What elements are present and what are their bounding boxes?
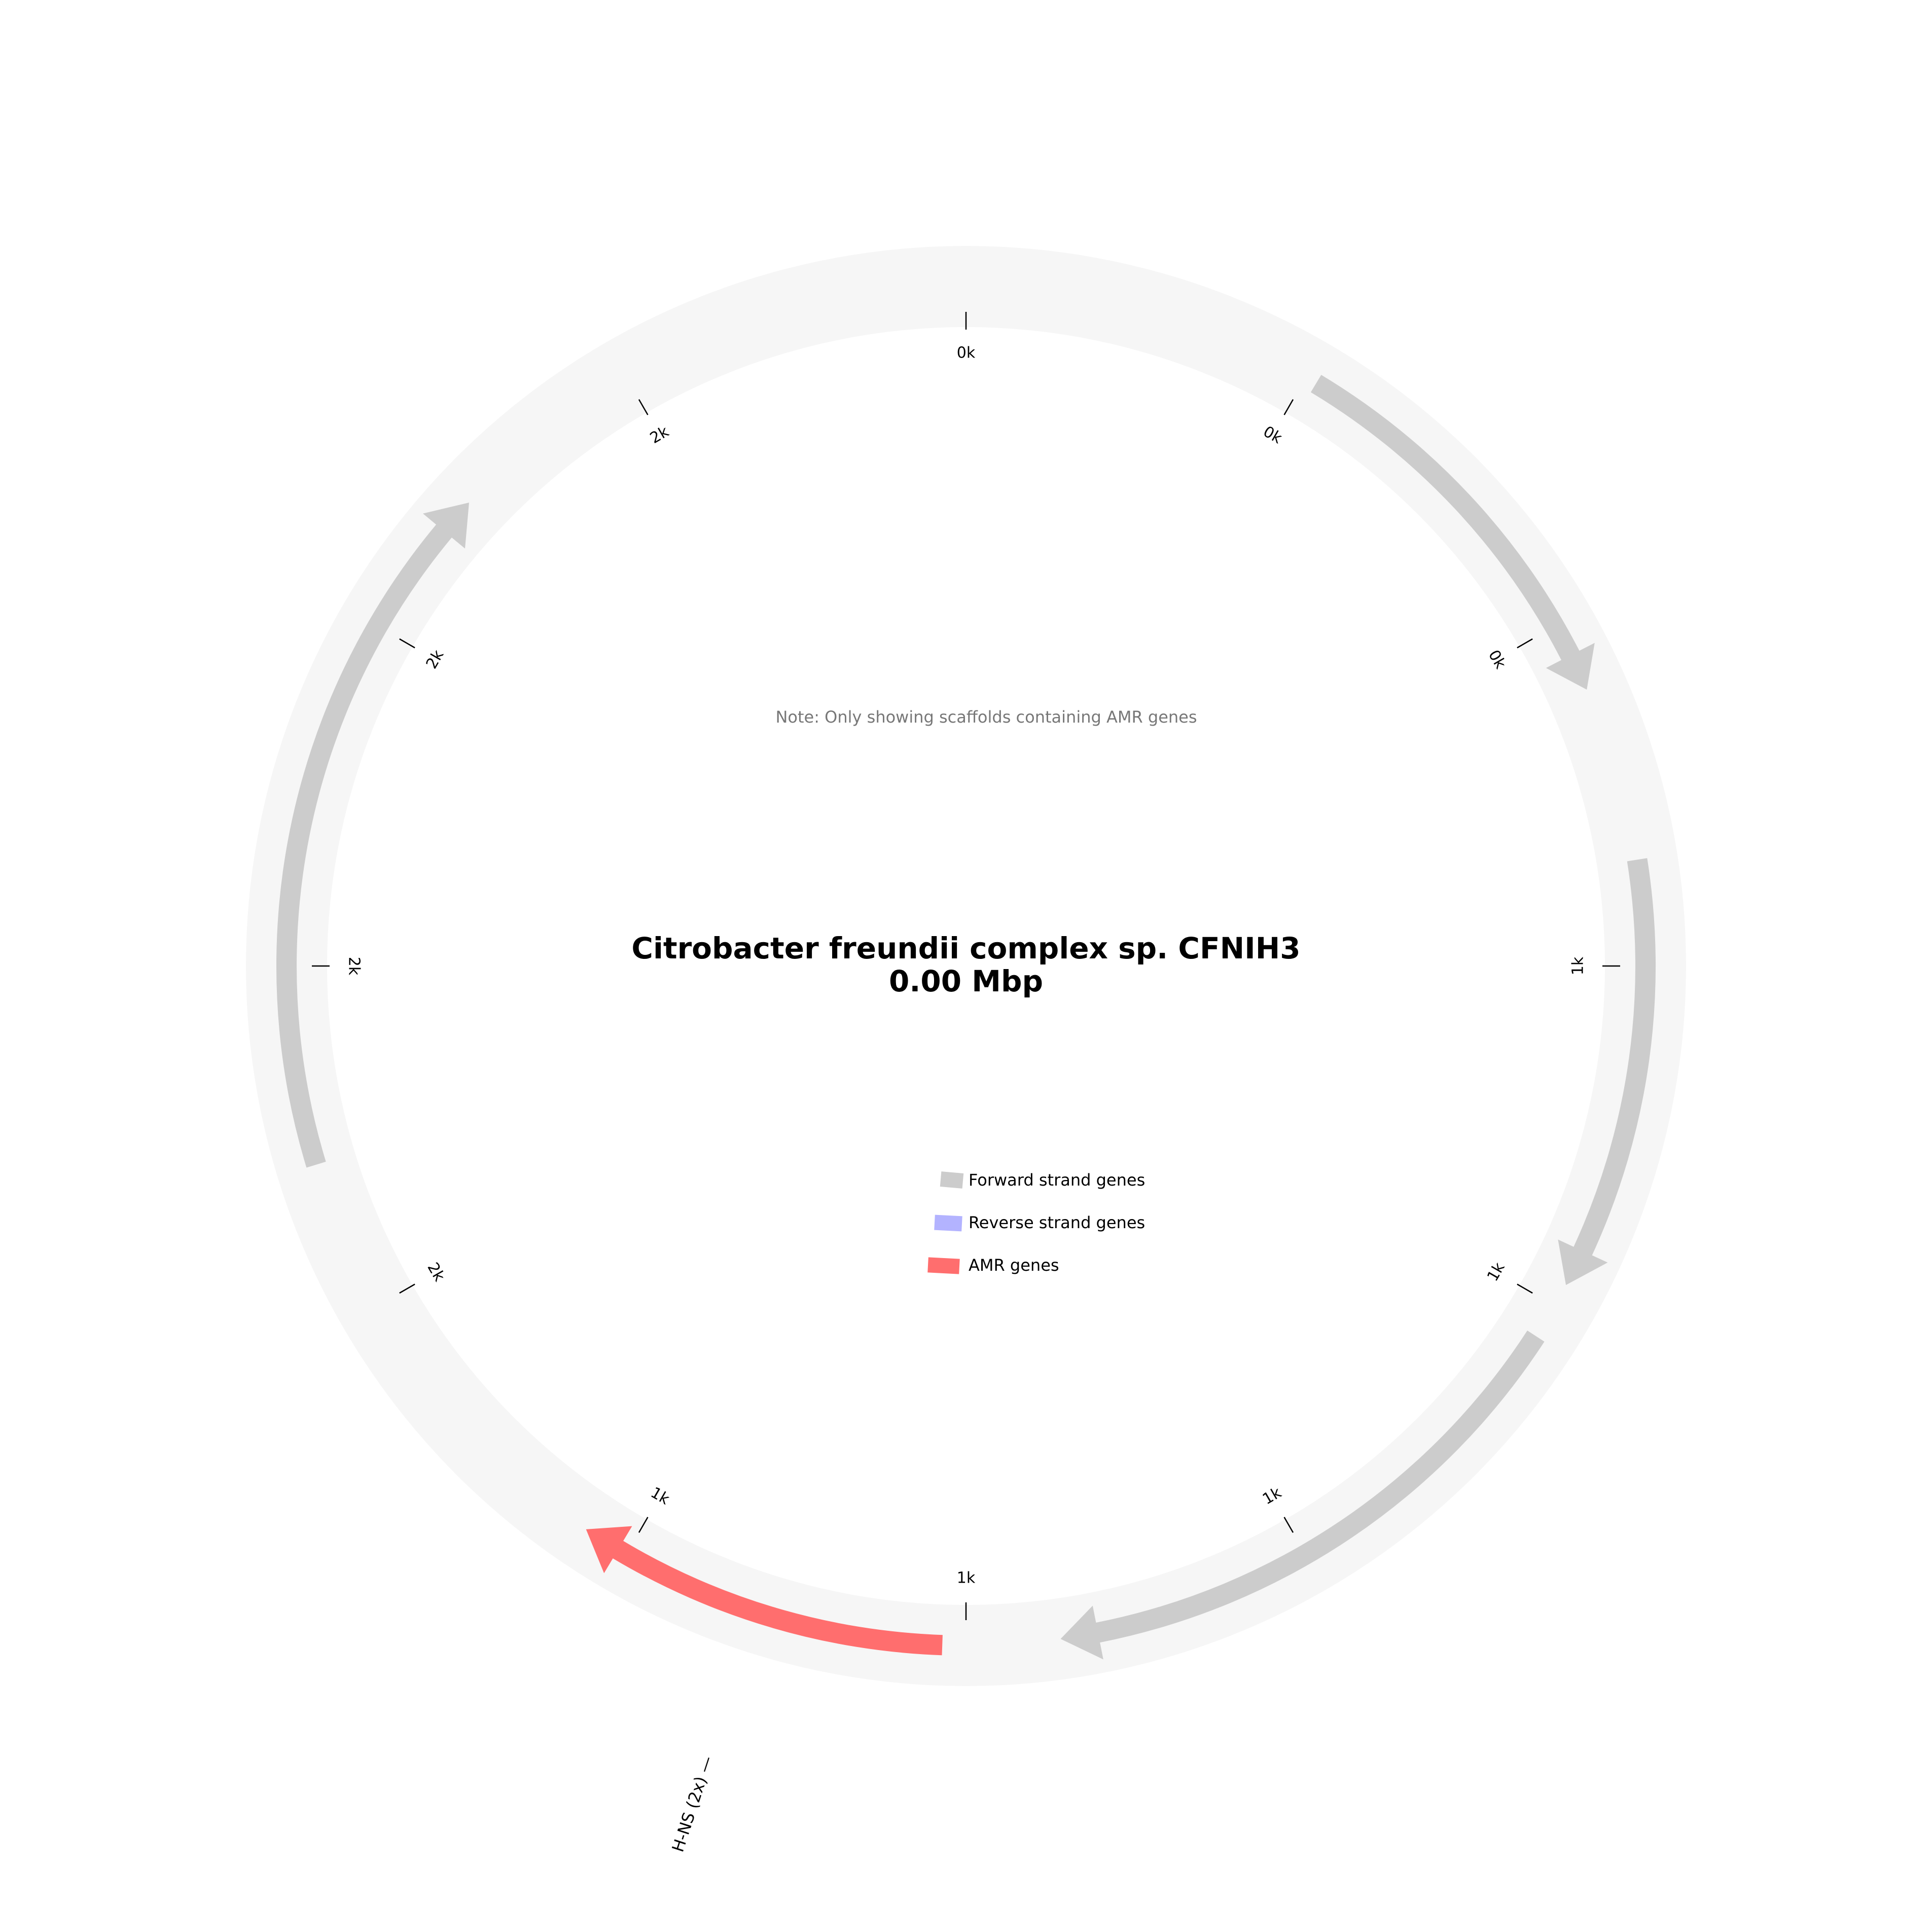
tick-mark [1283, 399, 1294, 415]
tick-label: 1k [1260, 1484, 1285, 1509]
tick-label: 2k [345, 957, 363, 976]
legend-swatch-forward [940, 1171, 964, 1189]
legend-item-reverse: Reverse strand genes [934, 1213, 1145, 1232]
forward-gene-arc-2 [1060, 1330, 1545, 1660]
tick-label: 2k [647, 422, 672, 447]
gene-labels: H-NS (2x) — [668, 1754, 718, 1854]
note-text: Note: Only showing scaffolds containing … [775, 707, 1197, 727]
tick-label: 1k [648, 1484, 673, 1509]
tick-label: 0k [1485, 647, 1510, 672]
legend-label-amr: AMR genes [969, 1256, 1059, 1275]
legend-item-forward: Forward strand genes [940, 1170, 1145, 1190]
legend-swatch-reverse [934, 1214, 962, 1232]
legend-label-forward: Forward strand genes [969, 1170, 1145, 1190]
tick-mark [399, 1283, 415, 1294]
forward-gene-arc-0 [1310, 375, 1595, 690]
legend-item-amr: AMR genes [927, 1256, 1059, 1275]
tick-label: 2k [423, 1260, 448, 1285]
tick-mark [638, 1517, 649, 1533]
tick-label: 0k [1260, 423, 1285, 448]
tick-label: 1k [957, 1569, 976, 1587]
tick-mark [1283, 1517, 1294, 1533]
tick-label: 2k [423, 647, 448, 672]
amr-gene-label: H-NS (2x) — [668, 1754, 718, 1854]
forward-gene-arc-1 [1558, 858, 1656, 1285]
genome-size: 0.00 Mbp [889, 964, 1043, 998]
tick-mark [638, 399, 649, 415]
tick-mark [1517, 638, 1533, 649]
gene-track [276, 375, 1656, 1660]
tick-label: 0k [957, 344, 976, 362]
amr-gene-arc-3 [586, 1526, 943, 1656]
legend: Forward strand genes Reverse strand gene… [927, 1170, 1145, 1275]
tick-label: 1k [1484, 1259, 1509, 1284]
organism-title: Citrobacter freundii complex sp. CFNIH3 [631, 931, 1300, 965]
tick-mark [399, 638, 415, 649]
legend-swatch-amr [927, 1257, 960, 1274]
tick-label: 1k [1569, 956, 1587, 975]
forward-gene-arc-4 [276, 503, 469, 1168]
tick-mark [1517, 1283, 1533, 1294]
legend-label-reverse: Reverse strand genes [969, 1213, 1145, 1232]
